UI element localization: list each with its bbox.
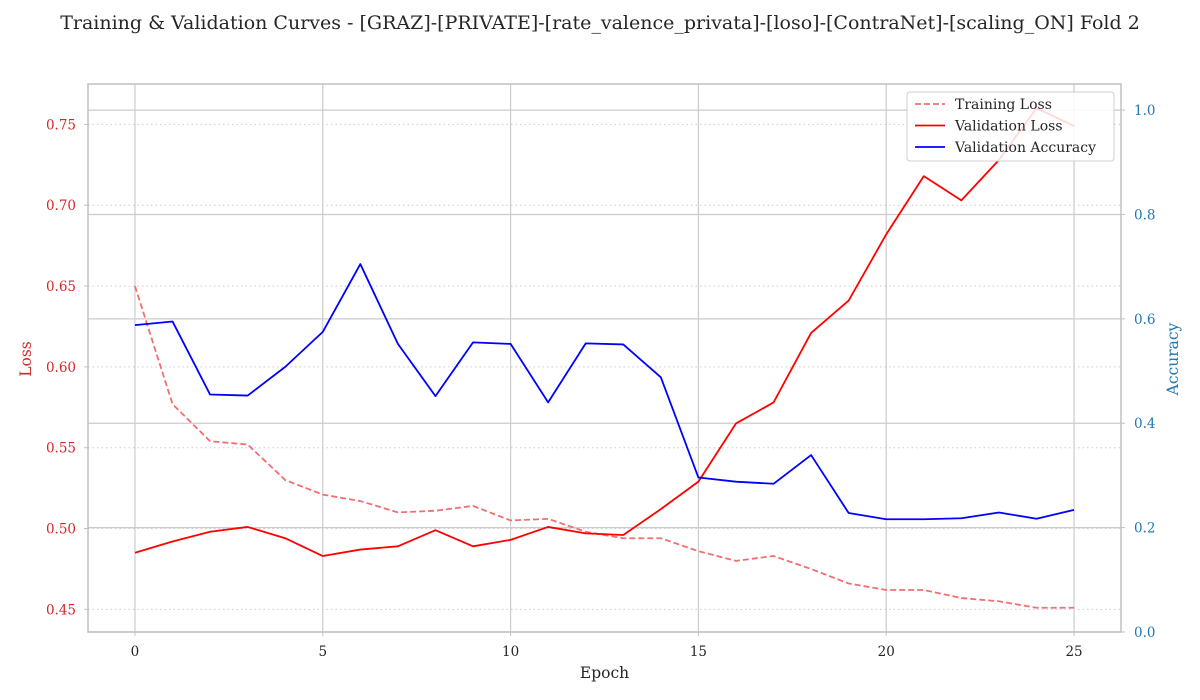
x-tick-label: 0	[131, 644, 140, 660]
x-tick-label: 25	[1065, 644, 1082, 660]
legend-label: Training Loss	[955, 97, 1052, 113]
chart-title: Training & Validation Curves - [GRAZ]-[P…	[60, 12, 1140, 34]
y-left-tick-label: 0.45	[46, 602, 76, 618]
plot-frame	[87, 83, 1122, 633]
y-left-tick-label: 0.65	[46, 279, 76, 295]
x-tick-label: 10	[502, 644, 519, 660]
y-right-tick-label: 0.8	[1134, 207, 1155, 223]
y-axis-right: 0.0 0.2 0.4 0.6 0.8 1.0	[1121, 103, 1155, 641]
legend-label: Validation Loss	[954, 119, 1063, 135]
y-left-tick-label: 0.60	[46, 360, 76, 376]
series-line-validation-loss	[134, 107, 1075, 557]
legend-label: Validation Accuracy	[954, 140, 1096, 156]
y-left-tick-label: 0.70	[46, 198, 76, 214]
y-right-tick-label: 0.2	[1134, 521, 1155, 537]
y-left-tick-label: 0.55	[46, 441, 76, 457]
series-layer	[134, 107, 1075, 609]
y-right-tick-label: 0.6	[1134, 312, 1155, 328]
x-axis-title: Epoch	[580, 664, 629, 682]
x-axis: 0 5 10 15 20 25	[131, 632, 1083, 660]
legend-box	[906, 91, 1115, 162]
y-axis-left-title: Loss	[17, 341, 35, 377]
series-line-validation-accuracy	[134, 263, 1075, 521]
y-axis-left: 0.45 0.50 0.55 0.60 0.65 0.70 0.75	[46, 117, 88, 618]
x-tick-label: 15	[690, 644, 707, 660]
legend: Training Loss Validation Loss Validation A…	[906, 91, 1115, 162]
y-right-tick-label: 1.0	[1134, 103, 1155, 119]
y-right-tick-label: 0.0	[1134, 625, 1155, 641]
x-tick-label: 5	[318, 644, 327, 660]
x-tick-label: 20	[878, 644, 895, 660]
y-left-tick-label: 0.75	[46, 117, 76, 133]
y-axis-right-title: Accuracy	[1164, 322, 1182, 396]
y-right-tick-label: 0.4	[1134, 416, 1155, 432]
plot-area	[88, 84, 1121, 632]
y-left-tick-label: 0.50	[46, 522, 76, 538]
